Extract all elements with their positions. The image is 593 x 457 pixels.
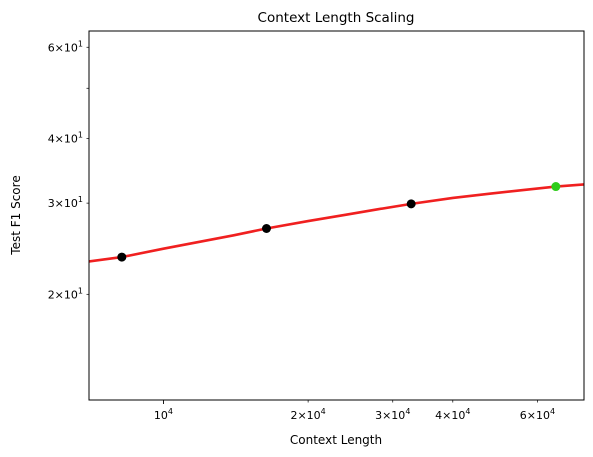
observed-point	[406, 199, 416, 209]
predicted-point	[551, 182, 561, 192]
x-tick-label: 104	[154, 407, 173, 422]
fit-curve	[89, 183, 584, 263]
fit-curve-layer	[89, 183, 584, 263]
chart-title: Context Length Scaling	[258, 10, 415, 26]
x-tick-label: 6×104	[520, 407, 555, 422]
y-axis-label: Test F1 Score	[9, 175, 23, 255]
y-tick-label: 3×101	[48, 195, 83, 210]
x-tick-label: 3×104	[375, 407, 410, 422]
x-axis-label: Context Length	[290, 433, 382, 447]
y-tick-label: 6×101	[48, 39, 83, 54]
observed-point	[262, 224, 271, 233]
plot-frame	[88, 30, 585, 401]
x-tick-label: 2×104	[290, 407, 325, 422]
y-tick-label: 4×101	[48, 130, 83, 145]
observed-point	[117, 252, 127, 262]
plot-area	[88, 30, 585, 401]
y-axis-ticks: 2×101 3×101 4×101 6×101	[48, 39, 89, 301]
data-points-layer	[117, 182, 561, 262]
x-axis-ticks: 104 2×104 3×104 4×104 6×104	[154, 400, 555, 422]
x-tick-label: 4×104	[435, 407, 470, 422]
y-tick-label: 2×101	[48, 286, 83, 301]
